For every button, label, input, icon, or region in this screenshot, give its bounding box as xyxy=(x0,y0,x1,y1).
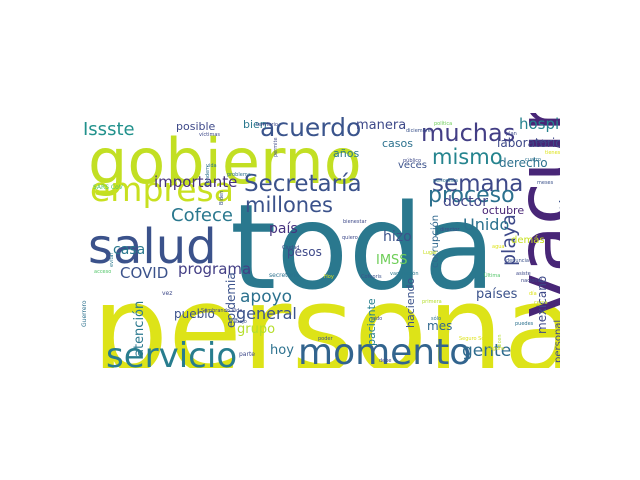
word-haciendo: haciendo xyxy=(404,277,417,328)
word-debe: debe xyxy=(379,358,392,364)
word-cabo: Cabo xyxy=(535,139,548,145)
word-grupo: grupo xyxy=(237,322,276,337)
word-vez: vez xyxy=(162,290,173,297)
word-programa: programa xyxy=(178,260,252,278)
word-lugar: Lugar xyxy=(423,250,438,256)
word-atencion: atención xyxy=(132,300,147,357)
word-mes: mes xyxy=(427,319,453,333)
word-hoy: hoy xyxy=(270,343,294,358)
word-denuncia: denuncia xyxy=(506,258,529,264)
word-seguro-social: Seguro Social xyxy=(459,336,494,342)
word-tienes: tienes xyxy=(545,150,560,156)
word-semana: semana xyxy=(432,171,524,197)
word-poder: poder xyxy=(318,336,333,342)
word-apoyo: apoyo xyxy=(240,287,293,307)
word-acceso: acceso xyxy=(94,269,112,275)
word-octubre: octubre xyxy=(482,204,525,217)
word-pesos: pesos xyxy=(287,245,322,259)
word-sido: sido xyxy=(372,316,383,322)
word-agua: agua xyxy=(492,244,505,250)
word-momento: momento xyxy=(298,332,472,369)
word-evitar: evitar xyxy=(109,252,115,267)
word-problema: problema xyxy=(227,172,251,178)
word-cerca: cerca xyxy=(534,300,548,306)
word-bien: bien xyxy=(243,118,267,131)
word-gente: gente xyxy=(462,341,512,361)
word-posible: posible xyxy=(176,120,216,133)
word-ultima: Última xyxy=(484,273,501,279)
word-diciembre: diciembre xyxy=(406,128,431,134)
word-victimas: víctimas xyxy=(199,132,220,138)
word-cloud: personatodavacunagobiernosaludmomentoser… xyxy=(80,113,560,368)
word-asiste: asiste xyxy=(516,271,531,277)
word-vacunacion: vacunación xyxy=(390,271,419,277)
word-nacional: nacional xyxy=(521,278,543,284)
word-director: director xyxy=(440,227,460,233)
word-doctor: doctor xyxy=(443,194,488,210)
word-territorio: territorio xyxy=(256,122,278,128)
word-casa: casa xyxy=(113,242,146,258)
word-laboratorio: laboratorio xyxy=(497,136,560,150)
word-hizo: hizo xyxy=(383,229,412,245)
word-parte: parte xyxy=(239,351,255,358)
word-dia: día xyxy=(529,291,537,297)
word-servicio: servicio xyxy=(106,336,238,368)
word-acuerdo: acuerdo xyxy=(260,113,362,142)
word-sembrando-vida: Sembrando Vida xyxy=(201,308,243,314)
word-salud: salud xyxy=(88,219,217,275)
word-anos: años xyxy=(333,147,360,160)
word-solo: sólo xyxy=(431,316,442,322)
word-derecho: derecho xyxy=(499,156,548,170)
word-issste: Issste xyxy=(83,119,135,140)
word-casos: casos xyxy=(382,137,413,150)
word-sars-cov: SARS CoV xyxy=(93,184,123,191)
word-personal: personal xyxy=(553,319,560,363)
word-quiero: quiero xyxy=(342,235,358,241)
word-primera: primera xyxy=(422,299,442,305)
word-imss: IMSS xyxy=(376,253,408,268)
word-importante: importante xyxy=(154,173,238,191)
word-toda: toda xyxy=(230,178,496,316)
word-cofece: Cofece xyxy=(171,205,233,226)
word-secretario: secretario xyxy=(269,272,299,279)
word-paises: países xyxy=(476,287,518,302)
word-hoy: Hoy xyxy=(324,274,334,280)
word-unido: Unido xyxy=(463,215,510,234)
word-veces: veces xyxy=(398,160,427,171)
word-periodista: periodista xyxy=(433,178,458,184)
word-empresa: empresa xyxy=(90,170,234,209)
word-secretaria: Secretaría xyxy=(244,171,362,197)
word-paciente: paciente xyxy=(365,298,378,346)
word-cuatro: cuatro xyxy=(525,157,541,163)
word-ciudad: Ciudad xyxy=(282,245,300,251)
word-muchas: muchas xyxy=(421,119,516,147)
word-plan: plan xyxy=(506,131,517,137)
word-cofepris: Cofepris xyxy=(361,274,382,280)
word-guerrero: Guerrero xyxy=(81,300,88,327)
word-hospital: hospital xyxy=(519,115,560,133)
word-persona: persona xyxy=(92,261,560,369)
word-vida: vida xyxy=(206,163,217,169)
word-permite: permite xyxy=(273,137,279,157)
word-bienestar: bienestar xyxy=(343,219,367,225)
word-general: general xyxy=(236,304,297,323)
word-gobierno: gobierno xyxy=(88,125,362,198)
word-politica: política xyxy=(434,121,453,127)
word-trabajo: trabajo xyxy=(229,319,247,325)
word-meses: meses xyxy=(537,180,554,186)
word-manera: manera xyxy=(356,118,407,133)
word-pueblo: pueblo xyxy=(174,307,215,321)
word-millones: millones xyxy=(245,193,333,217)
word-corrupcion: corrupción xyxy=(430,214,441,268)
word-tiempo: tiempo xyxy=(556,153,560,210)
word-seguro: seguro xyxy=(487,346,505,352)
word-mismo: mismo xyxy=(432,145,503,169)
word-puedes: puedes xyxy=(515,321,534,327)
word-pais: país xyxy=(269,221,298,237)
word-publico: público xyxy=(403,158,422,164)
word-proceso: proceso xyxy=(428,183,515,208)
word-biden: Biden xyxy=(219,190,225,205)
word-demas: demás xyxy=(511,235,545,246)
word-covid: COVID xyxy=(120,264,169,282)
